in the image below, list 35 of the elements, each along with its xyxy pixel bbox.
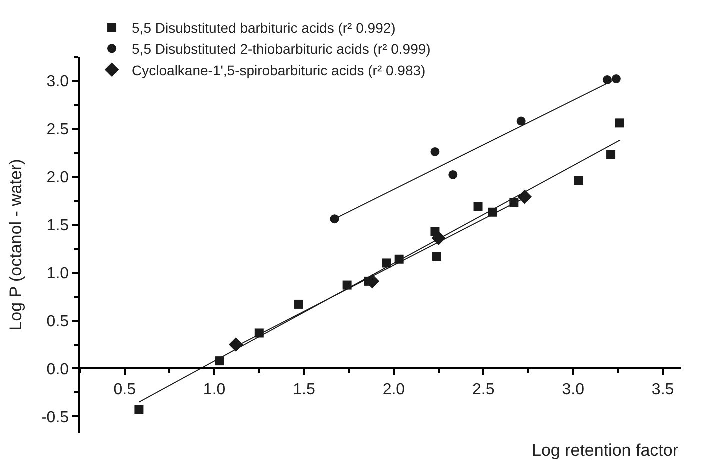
- point: [616, 118, 624, 128]
- x-tick-label: 1.5: [293, 382, 316, 399]
- x-tick-label: 3.5: [652, 382, 674, 399]
- point: [448, 170, 458, 180]
- y-tick-label: 2.0: [46, 170, 70, 186]
- x-tick-label: 3.0: [562, 382, 585, 399]
- point: [474, 202, 483, 212]
- point: [294, 300, 304, 309]
- legend-label: 5,5 Disubstituted 2-thiobarbituric acids (r² 0.999): [132, 41, 431, 58]
- point: [330, 214, 340, 224]
- legend-label: Cycloalkane-1',5-spirobarbituric acids (r² 0.983): [132, 62, 426, 78]
- y-tick-label: 2.5: [46, 122, 70, 139]
- x-tick-label: 2.0: [382, 382, 406, 399]
- y-tick-label: 0.5: [46, 313, 70, 330]
- point: [606, 150, 616, 160]
- y-tick-label: -0.5: [41, 409, 70, 426]
- y-tick-label: 0.0: [46, 361, 70, 378]
- point: [432, 252, 442, 262]
- x-tick-label: 1.0: [203, 382, 226, 399]
- x-tick-label: 0.5: [114, 382, 136, 399]
- y-tick-label: 1.5: [46, 217, 70, 234]
- point: [612, 74, 621, 84]
- x-tick-label: 2.5: [472, 382, 495, 399]
- point: [574, 176, 584, 186]
- y-tick-label: 3.0: [46, 74, 70, 91]
- point: [430, 147, 440, 156]
- point: [382, 258, 392, 268]
- point: [134, 405, 144, 414]
- y-axis-title: Log P (octanol - water): [6, 159, 26, 331]
- x-axis-title: Log retention factor: [532, 441, 679, 460]
- y-tick-label: 1.0: [46, 265, 70, 282]
- legend-label: 5,5 Disubstituted barbituric acids (r² 0.992): [132, 20, 396, 36]
- point: [518, 190, 532, 204]
- point: [516, 116, 526, 126]
- point: [602, 76, 612, 85]
